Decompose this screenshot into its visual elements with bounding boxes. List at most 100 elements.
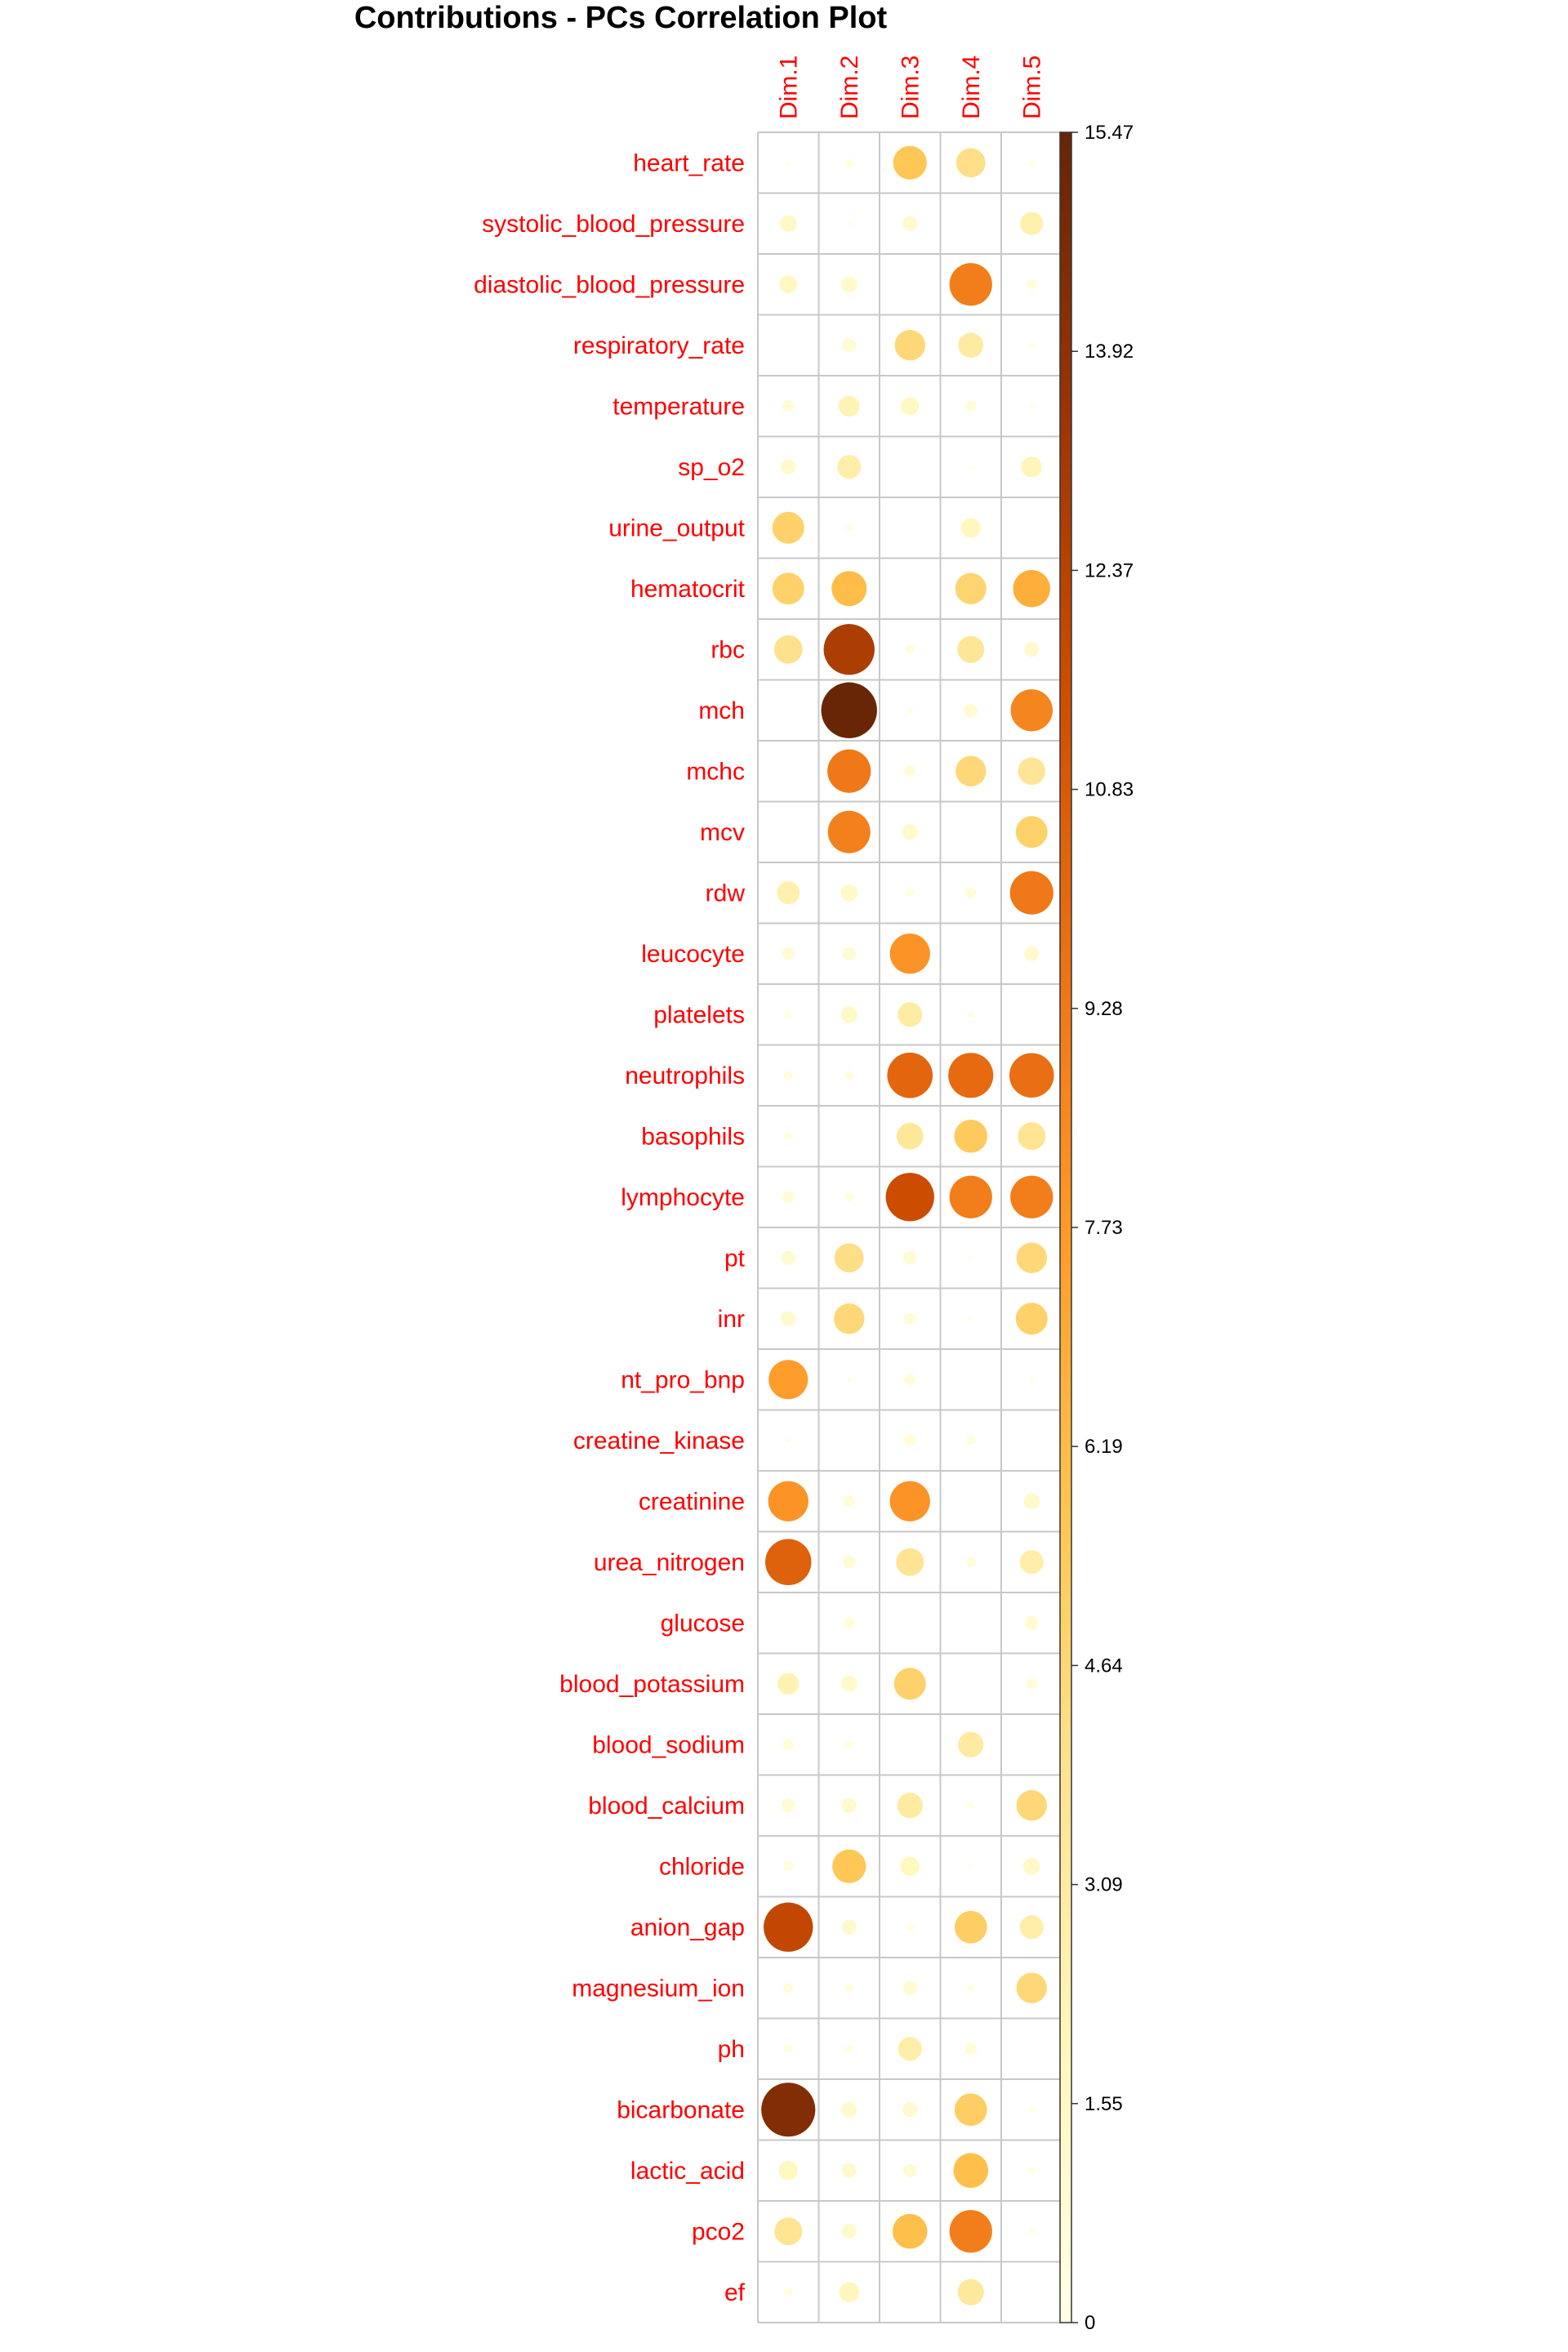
cell-circle	[954, 1910, 987, 1944]
cell-circle	[898, 1002, 923, 1027]
cell-circle	[784, 1010, 793, 1019]
row-label: pco2	[692, 2218, 745, 2245]
cell-circle	[781, 459, 796, 474]
cell-circle	[782, 399, 795, 412]
cell-circle	[958, 1731, 984, 1757]
cell-circle	[1010, 1175, 1054, 1218]
cell-circle	[889, 933, 930, 974]
cell-circle	[902, 216, 918, 231]
row-label: blood_sodium	[592, 1731, 745, 1758]
cell-circle	[949, 1175, 992, 1218]
cell-circle	[1016, 1972, 1047, 2003]
cell-circle	[1018, 757, 1046, 786]
cell-circle	[901, 397, 920, 416]
cell-circle	[844, 1192, 854, 1202]
cell-circle	[906, 889, 915, 898]
cell-circle	[781, 1311, 796, 1326]
row-label: basophils	[641, 1123, 745, 1150]
cell-circle	[1009, 1053, 1054, 1098]
cell-circle	[783, 2044, 793, 2054]
row-label: platelets	[653, 1001, 745, 1028]
row-label: urine_output	[608, 514, 745, 541]
row-label: ef	[724, 2279, 746, 2306]
row-label: mcv	[700, 819, 745, 846]
row-label: rdw	[706, 880, 746, 906]
cell-circle	[1021, 457, 1042, 478]
cell-circle	[904, 765, 915, 777]
cell-circle	[772, 511, 804, 544]
cell-circle	[844, 1740, 853, 1749]
cell-circle	[948, 1053, 994, 1098]
cell-circle	[1028, 2167, 1036, 2174]
cell-circle	[1029, 1377, 1035, 1383]
cell-circle	[893, 1668, 926, 1700]
cell-circle	[957, 635, 985, 663]
cell-circle	[906, 1922, 915, 1931]
colorbar-tick-label: 1.55	[1085, 2093, 1123, 2115]
cell-circle	[841, 2101, 858, 2118]
cell-circle	[905, 644, 915, 654]
cell-circle	[1016, 1242, 1047, 1273]
cell-circle	[954, 1120, 987, 1153]
cell-circle	[903, 1312, 916, 1325]
cell-circle	[894, 330, 925, 361]
cell-circle	[834, 1303, 865, 1334]
colorbar-tick-label: 13.92	[1085, 341, 1134, 363]
cell-circle	[845, 524, 853, 532]
cell-circle	[782, 1191, 795, 1204]
row-label: magnesium_ion	[572, 1975, 745, 2002]
cell-circle	[896, 1122, 924, 1150]
colorbar-tick-label: 3.09	[1085, 1874, 1123, 1896]
row-label: lactic_acid	[630, 2158, 745, 2185]
cell-circle	[902, 1250, 917, 1265]
cell-circle	[903, 1434, 916, 1447]
cell-circle	[765, 1539, 812, 1585]
cell-circle	[902, 1980, 917, 1995]
cell-circle	[1022, 1857, 1040, 1875]
row-label: ph	[718, 2036, 745, 2063]
cell-circle	[965, 887, 977, 898]
cell-circle	[783, 2287, 793, 2297]
cell-circle	[839, 2282, 860, 2303]
cell-circle	[840, 884, 858, 902]
cell-circle	[966, 1436, 976, 1446]
row-label: sp_o2	[678, 454, 745, 481]
cell-circle	[779, 275, 798, 294]
circles	[761, 145, 1054, 2305]
cell-circle	[827, 810, 871, 853]
column-label: Dim.4	[958, 56, 985, 119]
colorbar-tick-label: 12.37	[1085, 559, 1134, 581]
row-label: anion_gap	[630, 1914, 745, 1941]
column-labels: Dim.1 Dim.2 Dim.3 Dim.4 Dim.5	[775, 56, 1045, 119]
cell-circle	[786, 160, 791, 166]
cell-circle	[777, 881, 800, 905]
cell-circle	[893, 145, 927, 180]
row-label: creatinine	[639, 1488, 745, 1515]
row-label: lymphocyte	[621, 1184, 745, 1211]
cell-circle	[842, 338, 857, 353]
cell-circle	[896, 1548, 924, 1576]
cell-circle	[1026, 1678, 1037, 1690]
cell-circle	[965, 1557, 976, 1567]
row-label: inr	[718, 1306, 745, 1333]
colorbar-tick-label: 7.73	[1085, 1217, 1123, 1239]
column-label: Dim.1	[775, 56, 802, 119]
cell-circle	[904, 1374, 915, 1385]
cell-circle	[779, 215, 797, 233]
cell-circle	[1024, 946, 1040, 961]
cell-circle	[784, 1132, 793, 1141]
cell-circle	[956, 148, 986, 178]
cell-circle	[1010, 689, 1053, 732]
cell-circle	[844, 1983, 854, 1993]
cell-circle	[783, 1983, 794, 1993]
cell-circle	[772, 572, 804, 605]
cell-circle	[968, 1864, 973, 1869]
cell-circle	[955, 572, 987, 604]
cell-circle	[823, 624, 875, 675]
row-label: mchc	[686, 758, 745, 785]
cell-circle	[1013, 570, 1050, 608]
cell-circle	[846, 1377, 852, 1383]
cell-circle	[782, 1739, 794, 1750]
cell-circle	[778, 2161, 798, 2180]
